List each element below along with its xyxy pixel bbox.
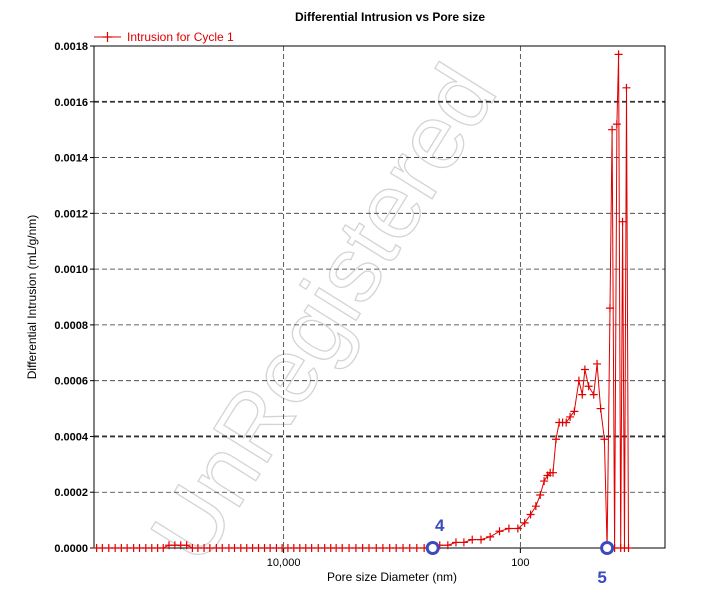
x-tick-label-1: 100 (511, 557, 529, 569)
data-point (536, 491, 545, 500)
y-tick-label-4: 0.0008 (54, 320, 88, 332)
data-point (549, 468, 558, 477)
y-tick-label-1: 0.0002 (54, 487, 88, 499)
data-point (345, 544, 354, 552)
data-point (570, 407, 579, 416)
data-point (468, 535, 477, 544)
grid-lines (94, 46, 665, 548)
legend-marker-icon (102, 32, 113, 42)
data-point (562, 418, 571, 427)
data-point (584, 382, 593, 391)
data-point (608, 125, 617, 134)
y-tick-label-6: 0.0012 (54, 208, 88, 220)
data-point (392, 544, 401, 552)
data-point (612, 120, 621, 129)
annotation-circle-5 (600, 541, 615, 555)
chart-title: Differential Intrusion vs Pore size (295, 10, 485, 24)
annotation-label-4: 4 (435, 516, 445, 535)
watermark-text: UnRegistered (131, 48, 516, 579)
x-axis-ticks: 10,000 100 (267, 548, 530, 569)
x-tick-label-0: 10,000 (267, 557, 301, 569)
data-point (531, 502, 540, 511)
data-point (526, 510, 535, 519)
data-point (552, 435, 561, 444)
data-point (618, 217, 627, 226)
y-axis-ticks: 0.0000 0.0002 0.0004 0.0006 0.0008 0.0010 0.00… (54, 41, 94, 555)
data-point (365, 544, 374, 552)
annotation-label-5: 5 (597, 568, 606, 587)
data-point (596, 404, 605, 413)
data-point (451, 538, 460, 547)
data-point (459, 538, 468, 547)
y-tick-label-9: 0.0018 (54, 41, 88, 53)
data-point (477, 535, 486, 544)
data-point (486, 532, 495, 541)
y-tick-label-2: 0.0004 (54, 431, 89, 443)
y-axis-label: Differential Intrusion (mL/g/nm) (25, 215, 39, 380)
annotations: 45 (425, 516, 615, 587)
data-point (412, 544, 421, 552)
data-point (513, 524, 522, 533)
data-point (378, 544, 387, 552)
data-point (520, 518, 529, 527)
data-point (338, 544, 347, 552)
data-point (351, 544, 360, 552)
data-point (600, 435, 609, 444)
data-point (504, 524, 513, 533)
y-tick-label-7: 0.0014 (54, 153, 89, 165)
data-point (578, 390, 587, 399)
x-axis-label: Pore size Diameter (nm) (327, 570, 457, 584)
data-point (624, 544, 633, 552)
y-tick-label-0: 0.0000 (54, 543, 88, 555)
legend: Intrusion for Cycle 1 (94, 30, 234, 44)
data-point (182, 541, 191, 550)
data-point (593, 359, 602, 368)
legend-label: Intrusion for Cycle 1 (127, 30, 234, 44)
data-point (443, 541, 452, 550)
annotation-circle-4 (425, 541, 440, 555)
data-point (605, 304, 614, 313)
data-point (566, 412, 575, 421)
data-point (614, 50, 623, 59)
data-point (495, 527, 504, 536)
data-point (399, 544, 408, 552)
data-point (589, 390, 598, 399)
data-point (540, 477, 549, 486)
y-tick-label-8: 0.0016 (54, 97, 88, 109)
y-tick-label-5: 0.0010 (54, 264, 88, 276)
data-point (574, 376, 583, 385)
data-point (580, 365, 589, 374)
y-tick-label-3: 0.0006 (54, 376, 88, 388)
data-point (622, 83, 631, 92)
data-point (405, 544, 414, 552)
data-point (159, 544, 168, 552)
